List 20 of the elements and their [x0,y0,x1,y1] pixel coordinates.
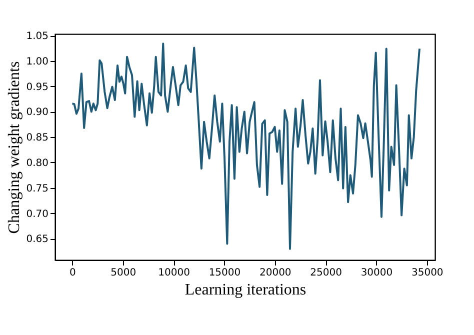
y-tick-label: 0.70 [26,208,48,220]
x-tick-label: 25000 [310,268,342,278]
y-tick-label: 1.05 [26,31,48,42]
y-tick-label: 0.95 [26,82,48,93]
x-tick-label: 10000 [158,268,190,278]
x-tick-label: 30000 [360,268,393,278]
x-tick-label: 0 [70,268,76,278]
x-axis-title: Learning iterations [184,282,306,298]
y-axis-title: Changing weight gradients [6,61,24,234]
x-tick-label: 5000 [110,268,136,278]
y-tick-label: 0.80 [26,158,48,169]
y-tick-label: 0.85 [26,132,48,144]
y-tick-label: 0.90 [26,107,48,118]
y-tick-label: 0.65 [26,234,48,246]
line-series [71,42,420,250]
x-tick-label: 20000 [259,268,292,278]
x-tick-label: 35000 [411,268,444,278]
x-tick-label: 15000 [208,268,241,278]
y-tick-label: 1.00 [26,56,48,68]
y-tick-label: 0.75 [26,183,48,194]
